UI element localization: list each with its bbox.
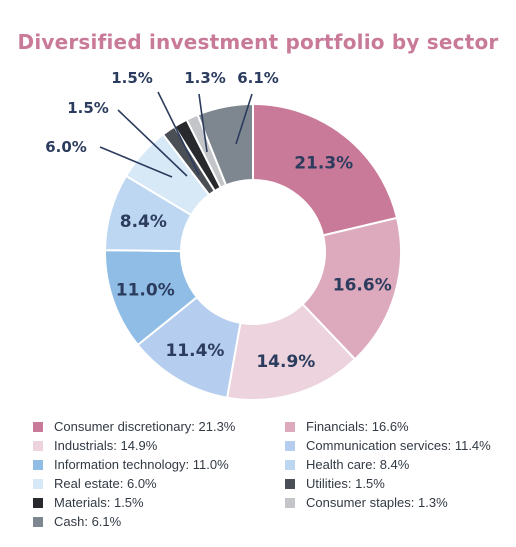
leader-line-utilities bbox=[157, 91, 200, 176]
data-label-real-estate: 6.0% bbox=[45, 138, 87, 156]
legend-label: Utilities: 1.5% bbox=[306, 476, 385, 491]
legend-label: Consumer discretionary: 21.3% bbox=[54, 419, 236, 434]
legend-item-consumer-discretionary: Consumer discretionary: 21.3% bbox=[33, 419, 235, 434]
legend-label: Financials: 16.6% bbox=[306, 419, 409, 434]
legend-swatch bbox=[33, 516, 43, 527]
legend-item-consumer-staples: Consumer staples: 1.3% bbox=[285, 495, 448, 510]
data-label-consumer-staples: 1.3% bbox=[184, 69, 226, 87]
legend-item-financials: Financials: 16.6% bbox=[285, 419, 409, 434]
legend-item-industrials: Industrials: 14.9% bbox=[33, 438, 157, 453]
legend-label: Real estate: 6.0% bbox=[54, 476, 157, 491]
data-label-financials: 16.6% bbox=[333, 275, 392, 295]
legend-swatch bbox=[285, 459, 295, 470]
legend-item-utilities: Utilities: 1.5% bbox=[285, 476, 385, 491]
data-label-health-care: 8.4% bbox=[120, 212, 167, 232]
chart-legend: Consumer discretionary: 21.3% Financials:… bbox=[0, 419, 516, 547]
leader-lines bbox=[99, 91, 253, 178]
legend-item-real-estate: Real estate: 6.0% bbox=[33, 476, 157, 491]
data-label-cash: 6.1% bbox=[237, 69, 279, 87]
slice-cash bbox=[196, 102, 254, 187]
legend-label: Communication services: 11.4% bbox=[306, 438, 491, 453]
leader-line-consumer-staples bbox=[198, 93, 208, 153]
legend-label: Consumer staples: 1.3% bbox=[306, 495, 448, 510]
donut-chart: 21.3% 16.6% 14.9% 11.4% 11.0% 8.4% 6.0% 1.5%1.5… bbox=[45, 69, 402, 401]
legend-item-information-technology: Information technology: 11.0% bbox=[33, 457, 229, 472]
leader-line-materials bbox=[117, 109, 188, 177]
legend-swatch bbox=[33, 440, 43, 451]
legend-item-health-care: Health care: 8.4% bbox=[285, 457, 409, 472]
data-label-industrials: 14.9% bbox=[256, 352, 315, 372]
legend-label: Health care: 8.4% bbox=[306, 457, 410, 472]
legend-item-cash: Cash: 6.1% bbox=[33, 514, 121, 529]
donut-slices bbox=[103, 102, 402, 401]
legend-label: Industrials: 14.9% bbox=[54, 438, 158, 453]
data-label-consumer-discretionary: 21.3% bbox=[294, 154, 353, 174]
chart-title: Diversified investment portfolio by sect… bbox=[17, 30, 499, 54]
legend-label: Cash: 6.1% bbox=[54, 514, 122, 529]
legend-item-materials: Materials: 1.5% bbox=[33, 495, 144, 510]
legend-swatch bbox=[285, 440, 295, 451]
leader-line-real-estate bbox=[99, 146, 173, 178]
data-labels: 21.3% 16.6% 14.9% 11.4% 11.0% 8.4% 6.0% 1.5%1.5… bbox=[45, 69, 392, 372]
legend-swatch bbox=[33, 497, 43, 508]
legend-swatch bbox=[33, 459, 43, 470]
legend-label: Materials: 1.5% bbox=[54, 495, 144, 510]
legend-swatch bbox=[285, 497, 295, 508]
legend-label: Information technology: 11.0% bbox=[54, 457, 229, 472]
leader-line-cash bbox=[235, 93, 253, 145]
data-label-utilities: 1.5% bbox=[111, 69, 153, 87]
data-label-materials: 1.5% bbox=[67, 99, 109, 117]
legend-swatch bbox=[33, 478, 43, 489]
slice-consumer-discretionary bbox=[252, 102, 399, 237]
legend-swatch bbox=[285, 421, 295, 432]
legend-swatch bbox=[285, 478, 295, 489]
slice-financials bbox=[301, 216, 402, 361]
data-label-communication-services: 11.4% bbox=[165, 341, 224, 361]
legend-item-communication-services: Communication services: 11.4% bbox=[285, 438, 491, 453]
legend-swatch bbox=[33, 421, 43, 432]
data-label-information-technology: 11.0% bbox=[116, 280, 175, 300]
